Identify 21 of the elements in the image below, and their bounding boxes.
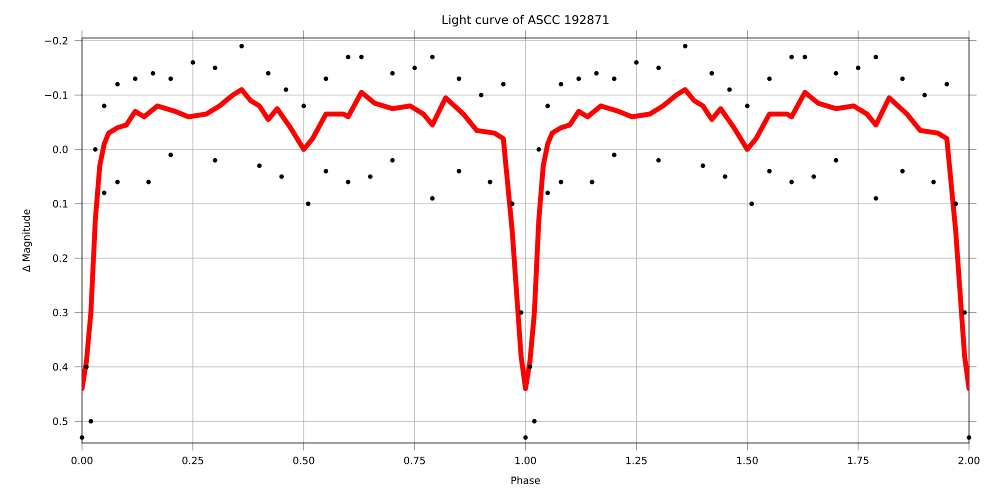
y-tick-label: −0.1 — [45, 91, 68, 99]
chart-title: Light curve of ASCC 192871 — [442, 14, 608, 26]
y-tick-label: 0.2 — [53, 254, 68, 262]
y-tick-label: 0.3 — [53, 308, 68, 316]
x-axis-title: Phase — [512, 476, 540, 484]
y-tick-label: 0.0 — [53, 146, 68, 154]
line-series — [82, 87, 969, 392]
x-tick-label: 2.00 — [958, 456, 980, 464]
x-tick-label: 1.50 — [737, 456, 758, 464]
x-tick-label: 0.75 — [404, 456, 425, 464]
y-tick-label: −0.2 — [45, 36, 68, 44]
y-tick-label: 0.1 — [53, 200, 68, 208]
x-tick-label: 0.25 — [182, 456, 204, 464]
y-axis-title: Δ Magnitude — [22, 209, 32, 272]
x-tick-label: 1.00 — [515, 456, 536, 464]
x-tick-label: 0.00 — [72, 456, 92, 464]
x-tick-label: 0.50 — [293, 456, 314, 464]
x-tick-label: 1.25 — [626, 456, 647, 464]
y-tick-label: 0.5 — [53, 417, 68, 426]
y-tick-label: 0.4 — [53, 363, 68, 371]
x-tick-label: 1.75 — [848, 456, 868, 464]
